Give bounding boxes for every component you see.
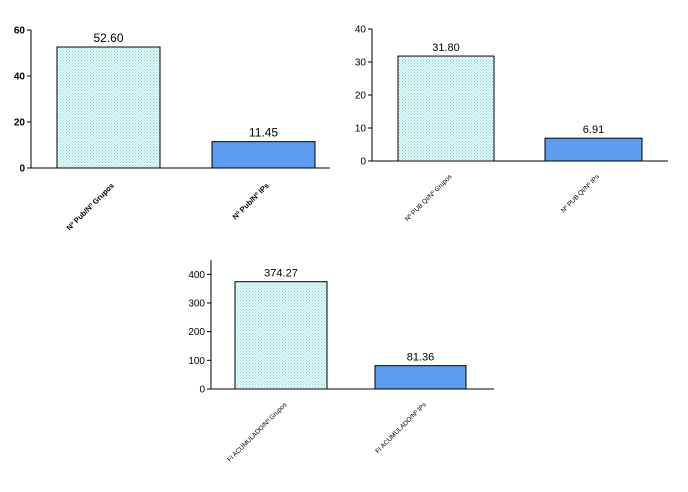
y-tick-label: 40: [355, 25, 367, 36]
value-label: 31.80: [432, 42, 460, 54]
y-tick-label: 400: [188, 270, 205, 281]
value-label: 11.45: [249, 126, 278, 140]
value-label: 81.36: [407, 352, 435, 364]
y-tick-label: 30: [355, 58, 367, 69]
bar: [211, 141, 316, 169]
y-tick-label: 300: [188, 299, 205, 310]
bar: [56, 46, 161, 169]
y-tick-label: 0: [199, 385, 205, 396]
category-label: Nº Pub/Nº IPs: [231, 181, 271, 221]
y-tick-label: 0: [19, 164, 25, 175]
chart-accumulated-fi-per-group-ip: 0 100 200 300 400 374.27 FI ACUMULADO/Nº Grupo…: [188, 260, 494, 464]
category-label: Nº PUB QI/Nº IPs: [560, 173, 602, 215]
value-label: 52.60: [93, 31, 123, 45]
category-label: Nº Pub/Nº Grupos: [65, 181, 116, 232]
bar: [234, 281, 328, 390]
y-tick-label: 10: [355, 124, 367, 135]
category-label: FI ACUMULADO/Nº Grupos: [226, 401, 289, 464]
value-label: 6.91: [583, 124, 604, 136]
y-tick-label: 100: [188, 356, 205, 367]
chart-publications-per-group-ip: 0 20 40 60 52.60 Nº Pub/Nº Grupos 11.45 Nº Pub/…: [14, 26, 330, 232]
chart-qi-publications-per-group-ip: 0 10 20 30 40 31.80 Nº PUB QI/Nº Grupos 6.91 Nº …: [355, 25, 668, 223]
y-tick-label: 60: [14, 26, 26, 37]
value-label: 374.27: [264, 268, 298, 280]
y-tick-label: 40: [14, 72, 26, 83]
y-tick-label: 200: [188, 327, 205, 338]
category-label: FI ACUMULADO/Nº IPs: [374, 401, 428, 455]
y-tick-label: 0: [360, 157, 366, 168]
category-label: Nº PUB QI/Nº Grupos: [404, 173, 454, 223]
bar: [397, 55, 495, 162]
bar: [374, 365, 467, 390]
y-tick-label: 20: [14, 118, 26, 129]
bar: [544, 137, 643, 162]
y-tick-label: 20: [355, 91, 367, 102]
